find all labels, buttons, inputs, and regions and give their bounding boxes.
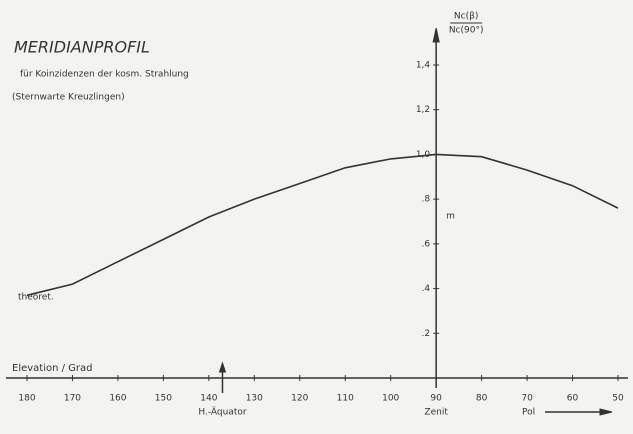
source: (Sternwarte Kreuzlingen) xyxy=(12,93,125,103)
y-label-denominator: Nc(90°) xyxy=(449,26,484,36)
x-tick-label: 180 xyxy=(18,394,35,404)
x-tick-label: 80 xyxy=(476,394,488,404)
x-tick-label: 130 xyxy=(246,394,263,404)
x-tick-label: 60 xyxy=(567,394,579,404)
x-tick-label: 100 xyxy=(382,394,399,404)
pole-arrowhead xyxy=(599,408,613,416)
measured-label: m xyxy=(446,212,455,222)
x-tick-label: 120 xyxy=(291,394,308,404)
y-tick-label: .4 xyxy=(422,284,431,294)
y-tick-label: .6 xyxy=(422,239,431,249)
y-tick-label: .8 xyxy=(422,195,431,205)
x-tick-label: 90 xyxy=(430,394,442,404)
subtitle: für Koinzidenzen der kosm. Strahlung xyxy=(20,70,189,80)
y-label-numerator: Nc(β) xyxy=(454,12,478,22)
x-tick-label: 170 xyxy=(64,394,81,404)
x-axis-label: Elevation / Grad xyxy=(12,363,93,374)
y-tick-label: 1,4 xyxy=(416,61,431,71)
x-tick-label: 150 xyxy=(155,394,172,404)
chart-title: MERIDIANPROFIL xyxy=(14,38,150,57)
equator-label: H.-Äquator xyxy=(198,407,246,418)
x-tick-label: 50 xyxy=(612,394,624,404)
zenith-label: Zenit xyxy=(424,408,448,418)
equator-arrowhead xyxy=(218,361,227,373)
y-axis-arrow xyxy=(432,27,440,43)
x-tick-label: 110 xyxy=(337,394,354,404)
x-tick-label: 70 xyxy=(521,394,533,404)
x-tick-label: 160 xyxy=(109,394,126,404)
theory-curve xyxy=(26,153,619,297)
theory-label: theoret. xyxy=(18,293,54,303)
y-tick-label: 1,2 xyxy=(416,105,430,115)
x-tick-label: 140 xyxy=(200,394,217,404)
y-tick-label: .2 xyxy=(422,329,431,339)
pole-label: Pol xyxy=(522,408,535,418)
